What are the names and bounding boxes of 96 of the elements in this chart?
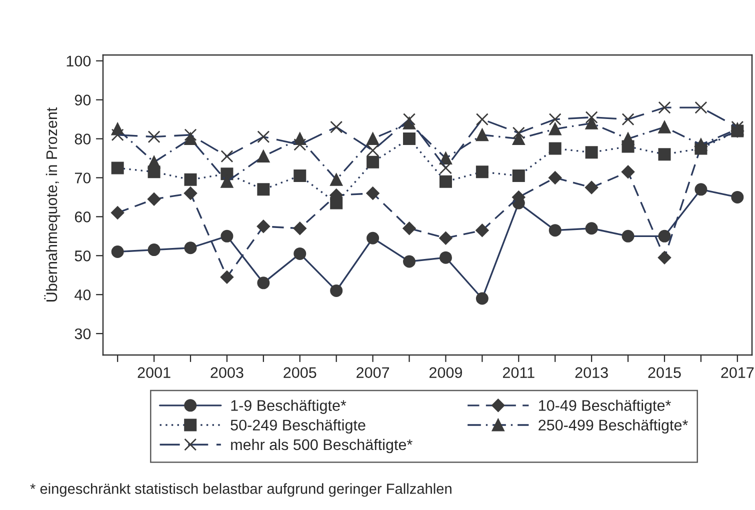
point (257, 276, 270, 290)
point (694, 138, 708, 151)
point (585, 116, 598, 130)
point (439, 175, 452, 188)
x-tick-label: 2009 (430, 367, 462, 378)
y-tick-label: 60 (74, 212, 91, 222)
point (476, 166, 488, 178)
point (366, 132, 380, 146)
x-tick-label: 2015 (648, 367, 681, 378)
point (658, 230, 671, 242)
point (403, 113, 416, 126)
point (111, 162, 124, 174)
point (110, 206, 124, 220)
point (366, 232, 380, 244)
point (694, 183, 708, 196)
point (512, 132, 525, 146)
point (476, 128, 488, 142)
point (403, 132, 416, 146)
point (512, 170, 525, 182)
point (330, 173, 343, 186)
legend-label: 250-499 Beschäftigte* (538, 419, 688, 434)
point (366, 186, 380, 200)
point (184, 128, 197, 142)
point (585, 146, 598, 159)
point (658, 101, 671, 114)
point (148, 130, 160, 144)
y-tick-label: 90 (74, 94, 91, 106)
point (585, 222, 598, 235)
point (622, 113, 634, 126)
point (548, 171, 562, 184)
point (330, 196, 343, 210)
point (476, 224, 489, 237)
point (548, 122, 562, 136)
point (476, 113, 488, 126)
point (257, 150, 270, 163)
legend-label: 50-249 Beschäftigte (230, 419, 366, 434)
point (220, 270, 234, 284)
point (622, 230, 634, 242)
point (584, 180, 598, 194)
x-tick-label: 2001 (138, 367, 170, 378)
point (330, 120, 343, 134)
y-tick-label: 80 (74, 134, 91, 144)
point (294, 138, 306, 151)
y-tick-label: 30 (74, 328, 91, 340)
point (111, 246, 124, 258)
point (220, 230, 234, 242)
point (220, 150, 234, 163)
text: * eingeschränkt statistisch belastbar aufgrund geringer Fallzahlen (30, 483, 452, 497)
point (476, 292, 488, 305)
point (658, 251, 672, 264)
point (439, 251, 452, 264)
point (585, 111, 598, 124)
point (439, 232, 452, 245)
point (403, 255, 416, 268)
point (184, 186, 198, 200)
x-tick-label: 2005 (284, 367, 316, 378)
point (548, 113, 562, 126)
legend-label: 10-49 Beschäftigte* (539, 400, 671, 414)
point (439, 162, 452, 174)
point (548, 142, 562, 155)
point (621, 165, 635, 178)
x-tick-label: 2017 (721, 367, 754, 378)
point (294, 247, 306, 260)
y-axis-title: Übernahmequote, in Prozent (44, 107, 60, 302)
point (402, 222, 416, 235)
x-tick-label: 2013 (575, 367, 608, 378)
point (148, 156, 160, 168)
y-tick-label: 50 (74, 250, 91, 262)
point (184, 173, 197, 186)
legend-label: mehr als 500 Beschäftigte* (231, 438, 412, 454)
point (694, 101, 708, 114)
point (622, 132, 634, 146)
point (256, 220, 270, 234)
y-tick-label: 40 (74, 289, 91, 300)
point (658, 148, 671, 161)
point (366, 156, 380, 168)
point (257, 130, 270, 144)
y-tick-label: 70 (74, 172, 91, 184)
point (366, 144, 380, 157)
point (512, 126, 525, 140)
point (330, 284, 343, 297)
x-tick-label: 2007 (356, 367, 390, 378)
point (147, 192, 161, 206)
point (148, 244, 160, 256)
point (293, 222, 306, 235)
x-tick-label: 2011 (502, 367, 534, 378)
y-tick-label: 100 (66, 56, 91, 67)
point (111, 128, 124, 142)
x-tick-label: 2003 (210, 367, 244, 378)
point (731, 190, 744, 204)
point (294, 170, 306, 182)
legend-label: 1-9 Beschäftigte* (231, 400, 346, 414)
point (184, 242, 197, 254)
point (257, 183, 270, 196)
point (658, 120, 671, 134)
point (548, 224, 562, 237)
